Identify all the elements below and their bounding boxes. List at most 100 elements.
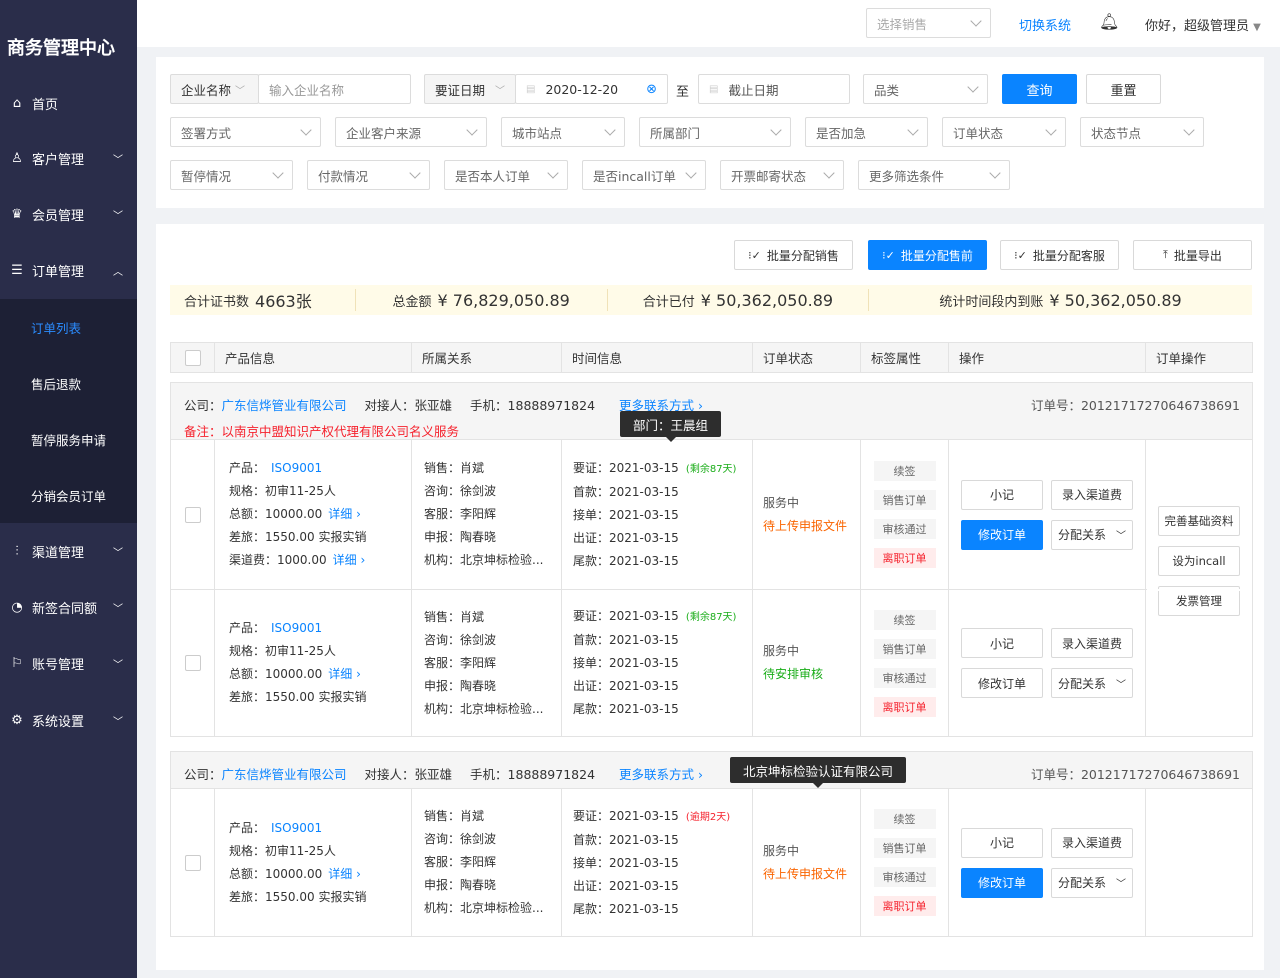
note-button[interactable]: 小记 bbox=[961, 479, 1043, 510]
placeholder: 截止日期 bbox=[728, 82, 779, 98]
label: 录入渠道费 bbox=[1061, 636, 1122, 651]
filter-select[interactable]: 状态节点 bbox=[1080, 117, 1204, 147]
operations-cell: 小记 录入渠道费修改订单 分配关系 ﹀ bbox=[949, 590, 1146, 736]
end-date-input[interactable]: ▤ 截止日期 bbox=[698, 74, 850, 104]
batch-action-button[interactable]: ⁝✓ 批量分配客服 bbox=[1000, 240, 1119, 270]
filter-select[interactable]: 签署方式 bbox=[170, 117, 321, 147]
channel-fee-button[interactable]: 录入渠道费 bbox=[1051, 628, 1133, 658]
submenu-item[interactable]: 暂停服务申请 bbox=[31, 432, 107, 448]
note-button[interactable]: 小记 bbox=[961, 628, 1043, 658]
filter-select[interactable]: 是否本人订单 bbox=[444, 160, 568, 190]
tag-badge: 离职订单 bbox=[873, 696, 936, 717]
batch-action-button[interactable]: ⁝✓ 批量分配销售 bbox=[734, 240, 853, 270]
filter-select[interactable]: 是否加急 bbox=[805, 117, 928, 147]
filter-select[interactable]: 开票邮寄状态 bbox=[720, 160, 844, 190]
sidebar-item-settings[interactable]: ⚙ 系统设置 ﹀ bbox=[0, 692, 137, 748]
start-date-input[interactable]: ▤ 2020-12-20 ⊗ bbox=[515, 74, 668, 104]
switch-system-link[interactable]: 切换系统 bbox=[1019, 19, 1072, 34]
table-header: 产品信息 所属关系 时间信息 订单状态 标签属性 操作 订单操作 bbox=[170, 342, 1253, 373]
assign-relation-dropdown[interactable]: 分配关系 ﹀ bbox=[1051, 519, 1133, 550]
filter-select[interactable]: 所属部门 bbox=[639, 117, 791, 147]
channel-fee-button[interactable]: 录入渠道费 bbox=[1051, 827, 1133, 858]
time-line: 尾款：2021-03-15 bbox=[573, 550, 752, 573]
query-button[interactable]: 查询 bbox=[1002, 74, 1077, 104]
text: 总额：10000.00 bbox=[229, 667, 323, 681]
more-contact-link[interactable]: 更多联系方式 › bbox=[619, 398, 704, 413]
tag-badge: 续签 bbox=[873, 609, 936, 630]
product-link[interactable]: ISO9001 bbox=[271, 820, 323, 835]
order-icon: ☰ bbox=[11, 262, 23, 278]
detail-link[interactable]: 详细 › bbox=[332, 553, 366, 567]
label: 批量分配客服 bbox=[1032, 248, 1105, 263]
filter-select[interactable]: 订单状态 bbox=[942, 117, 1066, 147]
company-field-type[interactable]: 企业名称 ﹀ bbox=[170, 74, 259, 104]
date-type-select[interactable]: 要证日期 ﹀ bbox=[424, 74, 516, 104]
time-line: 接单：2021-03-15 bbox=[573, 504, 752, 527]
submenu-item[interactable]: 售后退款 bbox=[31, 376, 82, 392]
note-button[interactable]: 小记 bbox=[961, 827, 1043, 858]
batch-action-button[interactable]: ⤒ 批量导出 bbox=[1133, 240, 1252, 270]
sidebar-item-home[interactable]: ⌂ 首页 bbox=[0, 75, 137, 131]
assign-relation-dropdown[interactable]: 分配关系 ﹀ bbox=[1051, 867, 1133, 898]
status-cell: 服务中 待安排审核 bbox=[753, 590, 861, 736]
product-line: 差旅：1550.00 实报实销 bbox=[229, 886, 411, 909]
contact: 对接人：张亚雄 bbox=[364, 767, 453, 782]
more-contact-link[interactable]: 更多联系方式 › bbox=[619, 767, 704, 782]
company-link[interactable]: 广东信烨管业有限公司 bbox=[221, 767, 347, 782]
category-select[interactable]: 品类 bbox=[863, 74, 988, 104]
row-checkbox[interactable] bbox=[184, 854, 201, 871]
time-remaining-note: (剩余87天) bbox=[682, 612, 737, 623]
relation-line: 销售：肖斌 bbox=[424, 609, 485, 624]
product-link[interactable]: ISO9001 bbox=[271, 461, 323, 475]
relation-line: 咨询：徐剑波 bbox=[424, 484, 497, 498]
filter-select[interactable]: 更多筛选条件 bbox=[858, 160, 1010, 190]
phone: 手机：18888971824 bbox=[470, 398, 596, 413]
row-checkbox[interactable] bbox=[184, 506, 201, 523]
order-op-button[interactable]: 发票管理 bbox=[1158, 586, 1240, 616]
submenu-item[interactable]: 分销会员订单 bbox=[31, 488, 107, 504]
company-link[interactable]: 广东信烨管业有限公司 bbox=[221, 398, 347, 413]
edit-order-button[interactable]: 修改订单 bbox=[961, 668, 1043, 698]
order-substatus: 待上传申报文件 bbox=[763, 866, 848, 881]
select-all-checkbox[interactable] bbox=[184, 349, 201, 366]
product-link[interactable]: ISO9001 bbox=[271, 621, 323, 635]
filter-select[interactable]: 是否incall订单 bbox=[582, 160, 706, 190]
order-op-button[interactable]: 设为incall bbox=[1158, 546, 1240, 576]
assign-relation-dropdown[interactable]: 分配关系 ﹀ bbox=[1051, 668, 1133, 698]
company-name-input[interactable]: 输入企业名称 bbox=[258, 74, 411, 104]
user-menu[interactable]: 你好，超级管理员 ▼ bbox=[1145, 15, 1261, 34]
sidebar-item-channel[interactable]: ⫶ 渠道管理 ﹀ bbox=[0, 523, 137, 579]
edit-order-button[interactable]: 修改订单 bbox=[961, 867, 1043, 898]
bell-icon[interactable]: 🔔︎ bbox=[1099, 12, 1120, 31]
summary-value: ¥ 50,362,050.89 bbox=[700, 290, 834, 310]
time-cell: 要证：2021-03-15 (逾期2天) 首款：2021-03-15 接单：2021… bbox=[562, 789, 753, 936]
select-sales-dropdown[interactable]: 选择销售 bbox=[866, 8, 991, 38]
order-op-button[interactable]: 完善基础资料 bbox=[1158, 506, 1240, 536]
filter-select[interactable]: 付款情况 bbox=[307, 160, 430, 190]
edit-order-button[interactable]: 修改订单 bbox=[961, 519, 1043, 550]
detail-link[interactable]: 详细 › bbox=[328, 667, 361, 681]
channel-fee-button[interactable]: 录入渠道费 bbox=[1051, 479, 1133, 510]
submenu: 订单列表售后退款暂停服务申请 分销会员订单 bbox=[0, 299, 137, 523]
chevron-down-icon bbox=[1045, 124, 1057, 136]
detail-link[interactable]: 详细 › bbox=[328, 866, 361, 881]
row-checkbox[interactable] bbox=[184, 655, 201, 671]
sidebar-item-flag[interactable]: ⚐ 账号管理 ﹀ bbox=[0, 635, 137, 691]
sidebar-item-order[interactable]: ☰ 订单管理 ︿ bbox=[0, 242, 137, 298]
home-icon: ⌂ bbox=[12, 95, 22, 111]
detail-link[interactable]: 详细 › bbox=[328, 507, 361, 521]
reset-button[interactable]: 重置 bbox=[1086, 74, 1161, 104]
sidebar-item-user[interactable]: ♙ 客户管理 ﹀ bbox=[0, 130, 137, 186]
caret-down-icon: ▼ bbox=[1253, 22, 1261, 33]
chevron-down-icon bbox=[989, 167, 1001, 179]
filter-select[interactable]: 暂停情况 bbox=[170, 160, 293, 190]
sidebar-item-member[interactable]: ♛ 会员管理 ﹀ bbox=[0, 186, 137, 242]
filter-select[interactable]: 企业客户来源 bbox=[335, 117, 487, 147]
product-line: 规格：初审11-25人 bbox=[229, 840, 411, 863]
filter-select[interactable]: 城市站点 bbox=[501, 117, 625, 147]
batch-action-button[interactable]: ⁝✓ 批量分配售前 bbox=[868, 240, 987, 270]
submenu-item[interactable]: 订单列表 bbox=[31, 320, 82, 336]
sidebar-item-label: 渠道管理 bbox=[32, 545, 85, 561]
sidebar-item-contract[interactable]: ◔ 新签合同额 ﹀ bbox=[0, 579, 137, 635]
clear-icon[interactable]: ⊗ bbox=[646, 81, 657, 97]
